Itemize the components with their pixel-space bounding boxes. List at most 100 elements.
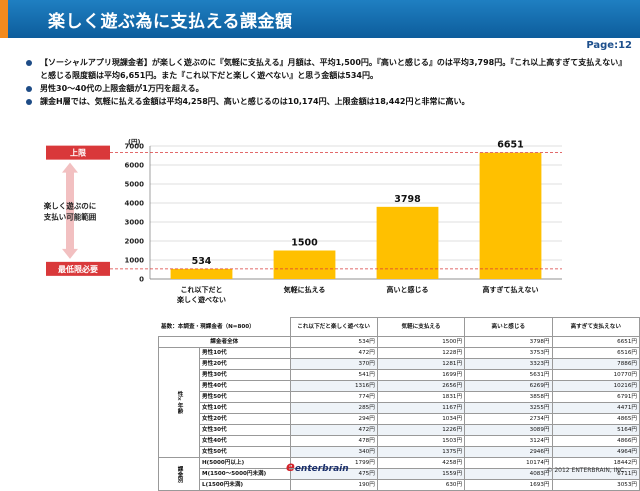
cell: 4471円: [551, 402, 640, 414]
table-caption: 基数：本調査・現課金者（N=800）: [158, 317, 291, 337]
row-label: 女性20代: [199, 413, 291, 425]
cell: 1281円: [376, 358, 466, 370]
header-col-1: これ以下だと楽しく遊べない: [289, 317, 378, 337]
cell: 3089円: [464, 424, 553, 436]
table-row: 男性20代 370円 1281円 3323円 7886円: [159, 358, 640, 370]
cell: 10770円: [551, 369, 640, 381]
cell: 774円: [289, 391, 378, 403]
cell: 472円: [289, 424, 378, 436]
cell: 10216円: [551, 380, 640, 392]
page-title: 楽しく遊ぶ為に支払える課金額: [48, 12, 293, 32]
cell: 1693円: [464, 479, 553, 491]
cell: 1316円: [289, 380, 378, 392]
table-row: 女性20代 294円 1034円 2734円 4865円: [159, 413, 640, 425]
cell: 3124円: [464, 435, 553, 447]
cell: 472円: [289, 347, 378, 359]
cell: 3753円: [464, 347, 553, 359]
header-col-4: 高すぎて支払えない: [551, 317, 640, 337]
lower-label: 最低限必要: [58, 264, 98, 274]
cell: 1228円: [376, 347, 466, 359]
table-row: 女性40代 478円 1503円 3124円 4866円: [159, 435, 640, 447]
cell: 4964円: [551, 446, 640, 458]
cell: 5631円: [464, 369, 553, 381]
cell: 6791円: [551, 391, 640, 403]
row-label: 男性30代: [199, 369, 291, 381]
bar-chart: 0 1000 2000 3000 4000 5000 6000 7000(円) 534 これ以下だ…: [43, 138, 562, 304]
row-label: 女性30代: [199, 424, 291, 436]
table-row-total: 課金者全体 534円 1500円 3798円 6651円: [158, 336, 640, 348]
row-label: M(1500～5000円未満): [199, 468, 291, 480]
row-label: L(1500円未満): [199, 479, 291, 491]
x-tick-label: 高いと感じる: [387, 285, 429, 294]
row-label: 男性10代: [199, 347, 291, 359]
bullet-3: 課金H層では、気軽に払える金額は平均4,258円、高いと感じるのは10,174円…: [26, 95, 626, 108]
table-row: 男性50代 774円 1831円 3858円 6791円: [159, 391, 640, 403]
bar-2: [273, 250, 336, 279]
cell: 6269円: [464, 380, 553, 392]
data-table: 基数：本調査・現課金者（N=800） これ以下だと楽しく遊べない 気軽に支払える…: [158, 317, 640, 491]
bullet-2: 男性30～40代の上限金額が1万円を超える。: [26, 82, 626, 95]
row-label: 女性10代: [199, 402, 291, 414]
range-label: 楽しく遊ぶのに: [43, 201, 97, 211]
group-label: 課金別: [158, 457, 200, 491]
bar-4: [479, 152, 542, 279]
y-tick-label: 4000: [125, 200, 145, 208]
cell: 10174円: [464, 457, 553, 469]
table-row: 女性50代 340円 1375円 2946円 4964円: [159, 446, 640, 458]
row-label: 男性20代: [199, 358, 291, 370]
cell: 534円: [289, 336, 378, 348]
y-tick-label: 0: [139, 276, 144, 284]
table-row: 男性40代 1316円 2656円 6269円 10216円: [159, 380, 640, 392]
table-row: L(1500円未満) 190円 630円 1693円 3053円: [159, 479, 640, 491]
cell: 2656円: [376, 380, 466, 392]
cell: 1699円: [376, 369, 466, 381]
cell: 1226円: [376, 424, 466, 436]
cell: 541円: [289, 369, 378, 381]
data-label-2: 1500: [291, 238, 318, 249]
cell: 4083円: [464, 468, 553, 480]
cell: 3323円: [464, 358, 553, 370]
cell: 3053円: [551, 479, 640, 491]
cell: 190円: [289, 479, 378, 491]
y-tick-label: 2000: [125, 238, 145, 246]
cell: 4866円: [551, 435, 640, 447]
cell: 6651円: [551, 336, 640, 348]
range-label: 支払い可能範囲: [43, 212, 97, 222]
copyright: © 2012 ENTERBRAIN, INC.: [546, 467, 626, 474]
enterbrain-logo: eenterbrain: [286, 460, 349, 475]
y-tick-label: 6000: [125, 162, 145, 170]
row-label: 男性40代: [199, 380, 291, 392]
cell: 630円: [376, 479, 466, 491]
cell: 4865円: [551, 413, 640, 425]
row-label: H(5000円以上): [199, 457, 291, 469]
cell: 2946円: [464, 446, 553, 458]
row-label: 男性50代: [199, 391, 291, 403]
x-tick-label: 気軽に払える: [284, 285, 326, 294]
header-bar: 楽しく遊ぶ為に支払える課金額: [0, 0, 640, 38]
cell: 370円: [289, 358, 378, 370]
cell: 1375円: [376, 446, 466, 458]
header-col-3: 高いと感じる: [464, 317, 553, 337]
lower-label-box: [46, 261, 110, 276]
y-tick-label: 1000: [125, 257, 145, 265]
cell: 4258円: [376, 457, 466, 469]
row-label: 女性40代: [199, 435, 291, 447]
table-row: 女性30代 472円 1226円 3089円 5164円: [159, 424, 640, 436]
x-tick-label: 高すぎて払えない: [483, 285, 539, 294]
page-number: Page:12: [586, 40, 632, 51]
upper-label-box: [46, 145, 110, 160]
range-arrow: [62, 162, 78, 259]
cell: 1167円: [376, 402, 466, 414]
cell: 1831円: [376, 391, 466, 403]
cell: 7886円: [551, 358, 640, 370]
bar-1: [170, 268, 233, 279]
row-label: 課金者全体: [158, 336, 291, 348]
cell: 5164円: [551, 424, 640, 436]
cell: 2734円: [464, 413, 553, 425]
x-tick-label: これ以下だと: [181, 286, 223, 294]
y-tick-label: 7000: [125, 143, 145, 151]
cell: 1503円: [376, 435, 466, 447]
cell: 285円: [289, 402, 378, 414]
data-label-3: 3798: [394, 194, 421, 205]
upper-label: 上限: [70, 148, 86, 158]
